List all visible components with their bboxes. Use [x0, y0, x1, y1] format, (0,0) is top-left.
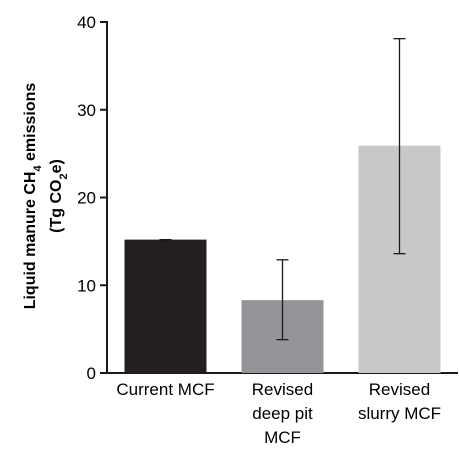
bar-1 [124, 239, 207, 373]
x-category-label-1-line-1: Current MCF [116, 380, 214, 399]
y-tick-label-20: 20 [77, 189, 96, 208]
svg-text:Liquid manure CH4 emissions: Liquid manure CH4 emissions [22, 83, 44, 310]
x-category-label-3-line-1: Revised [369, 380, 430, 399]
y-axis-label-line2: (Tg CO [48, 180, 65, 233]
x-category-label-2-line-3: MCF [264, 428, 301, 447]
y-tick-label-0: 0 [87, 364, 96, 383]
svg-text:(Tg CO2e): (Tg CO2e) [48, 159, 70, 233]
y-tick-label-40: 40 [77, 13, 96, 32]
y-axis-label-subscript-4: 4 [32, 165, 44, 172]
y-axis-label-subscript-2: 2 [58, 173, 70, 179]
y-axis-label: Liquid manure CH4 emissions (Tg CO2e) [22, 83, 70, 310]
plot-area: 0 10 20 30 40 Current MCF Revised deep pit MCF Re… [77, 13, 458, 447]
y-axis-label-line1-end: emissions [22, 83, 39, 166]
x-category-label-2-line-2: deep pit [252, 404, 313, 423]
y-tick-label-10: 10 [77, 276, 96, 295]
y-tick-label-30: 30 [77, 101, 96, 120]
y-axis-label-line1: Liquid manure CH [22, 172, 39, 310]
x-category-label-3-line-2: slurry MCF [358, 404, 441, 423]
x-category-label-2-line-1: Revised [252, 380, 313, 399]
y-axis-label-line2-end: e) [48, 159, 65, 173]
